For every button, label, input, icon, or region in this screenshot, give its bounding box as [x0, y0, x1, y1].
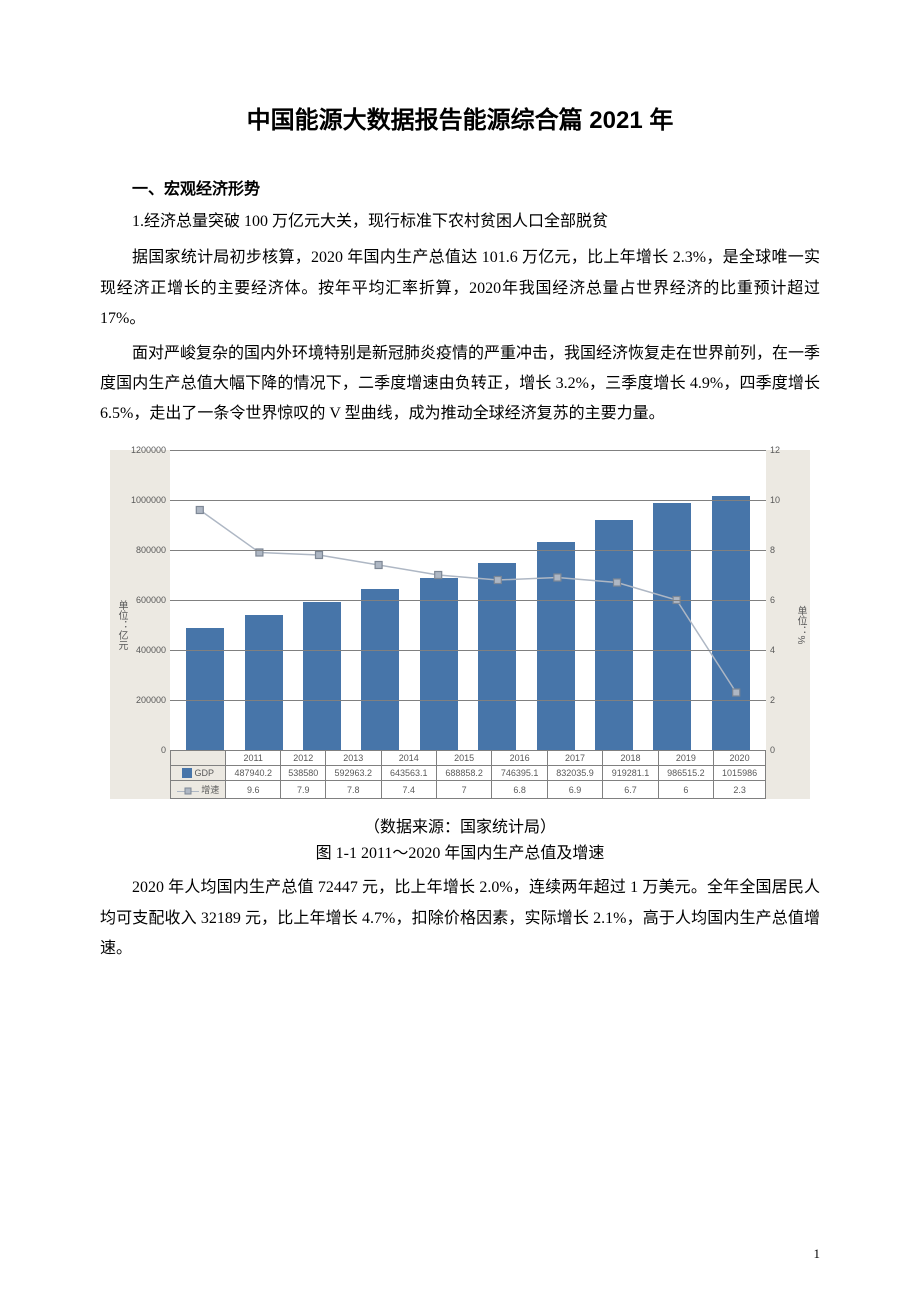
y-left-tick: 600000 [122, 595, 166, 605]
table-row-gdp: GDP 487940.2538580592963.2643563.1688858… [171, 765, 766, 781]
category-cell: 2011 [226, 750, 281, 765]
chart-data-table: 2011201220132014201520162017201820192020… [170, 750, 766, 800]
y-right-tick: 0 [770, 745, 796, 755]
gdp-cell: 538580 [281, 765, 326, 781]
document-page: 中国能源大数据报告能源综合篇 2021 年 一、宏观经济形势 1.经济总量突破 … [0, 0, 920, 1302]
category-cell: 2012 [281, 750, 326, 765]
y-axis-right-label: 单位：% [793, 605, 808, 644]
table-header-row: 2011201220132014201520162017201820192020 [171, 750, 766, 765]
gdp-cell: 919281.1 [603, 765, 658, 781]
gdp-cell: 746395.1 [492, 765, 547, 781]
category-cell: 2018 [603, 750, 658, 765]
y-left-tick: 200000 [122, 695, 166, 705]
paragraph: 2020 年人均国内生产总值 72447 元，比上年增长 2.0%，连续两年超过… [100, 873, 820, 964]
category-cell: 2019 [658, 750, 713, 765]
legend-growth-label: 增速 [201, 785, 219, 795]
y-left-tick: 400000 [122, 645, 166, 655]
category-cell: 2014 [381, 750, 436, 765]
legend-growth: 增速 [171, 781, 226, 799]
y-right-tick: 10 [770, 495, 796, 505]
growth-cell: 7 [436, 781, 491, 799]
category-cell: 2017 [547, 750, 602, 765]
paragraph: 据国家统计局初步核算，2020 年国内生产总值达 101.6 万亿元，比上年增长… [100, 243, 820, 334]
table-row-growth: 增速 9.67.97.87.476.86.96.762.3 [171, 781, 766, 799]
gdp-cell: 592963.2 [326, 765, 381, 781]
growth-cell: 7.8 [326, 781, 381, 799]
paragraph: 面对严峻复杂的国内外环境特别是新冠肺炎疫情的严重冲击，我国经济恢复走在世界前列，… [100, 339, 820, 430]
y-left-tick: 0 [122, 745, 166, 755]
figure-title: 图 1-1 2011～2020 年国内生产总值及增速 [100, 839, 820, 863]
category-cell: 2013 [326, 750, 381, 765]
y-right-tick: 2 [770, 695, 796, 705]
gdp-cell: 643563.1 [381, 765, 436, 781]
growth-cell: 6.9 [547, 781, 602, 799]
growth-cell: 2.3 [714, 781, 766, 799]
growth-cell: 7.9 [281, 781, 326, 799]
plot-area: 0020000024000004600000680000081000000101… [170, 450, 766, 750]
growth-cell: 9.6 [226, 781, 281, 799]
y-left-tick: 1000000 [122, 495, 166, 505]
section-heading: 一、宏观经济形势 [100, 175, 820, 199]
page-number: 1 [814, 1246, 821, 1262]
gdp-cell: 832035.9 [547, 765, 602, 781]
growth-cell: 7.4 [381, 781, 436, 799]
growth-cell: 6.7 [603, 781, 658, 799]
y-left-tick: 1200000 [122, 445, 166, 455]
legend-gdp: GDP [171, 765, 226, 781]
line-swatch-icon [177, 786, 199, 796]
y-right-tick: 4 [770, 645, 796, 655]
page-title: 中国能源大数据报告能源综合篇 2021 年 [100, 100, 820, 135]
gdp-cell: 1015986 [714, 765, 766, 781]
category-cell: 2015 [436, 750, 491, 765]
y-right-tick: 6 [770, 595, 796, 605]
growth-cell: 6.8 [492, 781, 547, 799]
chart-source: （数据来源：国家统计局） [100, 813, 820, 837]
growth-cell: 6 [658, 781, 713, 799]
gdp-cell: 487940.2 [226, 765, 281, 781]
gdp-cell: 688858.2 [436, 765, 491, 781]
category-cell: 2016 [492, 750, 547, 765]
legend-spacer [171, 750, 226, 765]
y-axis-left-label: 单位：亿元 [114, 600, 129, 650]
gdp-chart: 单位：亿元 单位：% 00200000240000046000006800000… [110, 450, 810, 800]
y-right-tick: 12 [770, 445, 796, 455]
gdp-cell: 986515.2 [658, 765, 713, 781]
y-left-tick: 800000 [122, 545, 166, 555]
y-right-tick: 8 [770, 545, 796, 555]
legend-gdp-label: GDP [195, 768, 215, 778]
sub-point-1: 1.经济总量突破 100 万亿元大关，现行标准下农村贫困人口全部脱贫 [100, 207, 820, 237]
category-cell: 2020 [714, 750, 766, 765]
bar-swatch-icon [182, 768, 192, 778]
